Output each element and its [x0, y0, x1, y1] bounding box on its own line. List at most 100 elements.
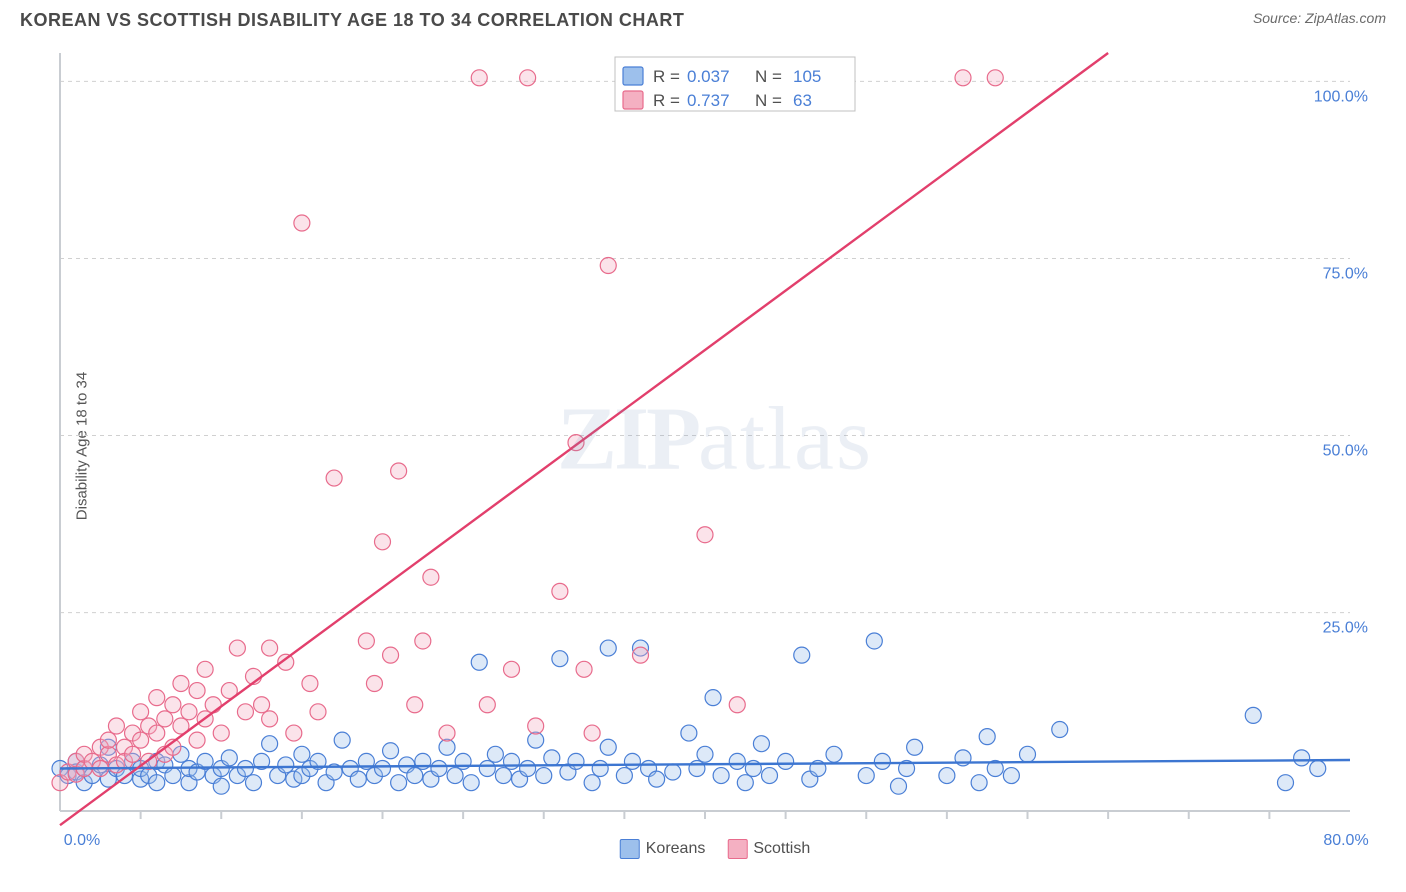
legend-r-value: 0.737	[687, 91, 730, 110]
data-point	[753, 736, 769, 752]
data-point	[213, 725, 229, 741]
legend-n-value: 63	[793, 91, 812, 110]
data-point	[939, 768, 955, 784]
data-point	[520, 70, 536, 86]
data-point	[415, 633, 431, 649]
y-tick-label: 50.0%	[1323, 443, 1368, 460]
data-point	[955, 70, 971, 86]
data-point	[576, 661, 592, 677]
data-point	[520, 760, 536, 776]
data-point	[665, 764, 681, 780]
data-point	[149, 690, 165, 706]
data-point	[568, 753, 584, 769]
data-point	[600, 739, 616, 755]
data-point	[1310, 760, 1326, 776]
y-tick-label: 75.0%	[1323, 265, 1368, 282]
data-point	[197, 661, 213, 677]
data-point	[133, 732, 149, 748]
data-point	[254, 697, 270, 713]
data-point	[713, 768, 729, 784]
data-point	[165, 768, 181, 784]
legend-n-value: 105	[793, 67, 821, 86]
legend-swatch	[623, 91, 643, 109]
data-point	[826, 746, 842, 762]
data-point	[407, 697, 423, 713]
legend-swatch	[727, 839, 747, 859]
data-point	[334, 732, 350, 748]
data-point	[165, 697, 181, 713]
data-point	[1052, 722, 1068, 738]
data-point	[310, 704, 326, 720]
data-point	[528, 718, 544, 734]
legend-n-label: N =	[755, 67, 782, 86]
data-point	[778, 753, 794, 769]
data-point	[584, 775, 600, 791]
data-point	[794, 647, 810, 663]
data-point	[858, 768, 874, 784]
legend-label: Scottish	[753, 840, 810, 857]
data-point	[504, 661, 520, 677]
legend-swatch	[620, 839, 640, 859]
data-point	[624, 753, 640, 769]
data-point	[407, 768, 423, 784]
legend-n-label: N =	[755, 91, 782, 110]
data-point	[479, 760, 495, 776]
data-point	[221, 750, 237, 766]
data-point	[1294, 750, 1310, 766]
bottom-legend: Koreans Scottish	[620, 839, 811, 859]
data-point	[600, 640, 616, 656]
data-point	[697, 746, 713, 762]
data-point	[447, 768, 463, 784]
data-point	[262, 640, 278, 656]
data-point	[375, 760, 391, 776]
data-point	[979, 729, 995, 745]
data-point	[479, 697, 495, 713]
data-point	[1278, 775, 1294, 791]
legend-swatch	[623, 67, 643, 85]
data-point	[504, 753, 520, 769]
data-point	[391, 775, 407, 791]
data-point	[189, 732, 205, 748]
data-point	[439, 725, 455, 741]
data-point	[552, 651, 568, 667]
data-point	[100, 732, 116, 748]
data-point	[495, 768, 511, 784]
data-point	[246, 775, 262, 791]
data-point	[987, 70, 1003, 86]
data-point	[891, 778, 907, 794]
data-point	[205, 697, 221, 713]
legend-r-label: R =	[653, 67, 680, 86]
data-point	[125, 746, 141, 762]
data-point	[705, 690, 721, 706]
data-point	[584, 725, 600, 741]
data-point	[681, 725, 697, 741]
data-point	[649, 771, 665, 787]
chart-title: KOREAN VS SCOTTISH DISABILITY AGE 18 TO …	[20, 10, 684, 31]
data-point	[149, 775, 165, 791]
legend-r-value: 0.037	[687, 67, 730, 86]
data-point	[762, 768, 778, 784]
data-point	[391, 463, 407, 479]
data-point	[737, 775, 753, 791]
y-tick-label: 100.0%	[1314, 88, 1368, 105]
data-point	[237, 704, 253, 720]
data-point	[552, 583, 568, 599]
data-point	[487, 746, 503, 762]
data-point	[366, 675, 382, 691]
data-point	[463, 775, 479, 791]
data-point	[431, 760, 447, 776]
data-point	[358, 633, 374, 649]
data-point	[1245, 707, 1261, 723]
data-point	[423, 569, 439, 585]
legend-label: Koreans	[646, 840, 706, 857]
plot-area: 25.0%50.0%75.0%100.0%0.0%80.0%R =0.037N …	[50, 45, 1380, 865]
data-point	[689, 760, 705, 776]
legend-r-label: R =	[653, 91, 680, 110]
data-point	[729, 697, 745, 713]
data-point	[729, 753, 745, 769]
trend-line	[60, 53, 1108, 825]
source-label: Source: ZipAtlas.com	[1253, 10, 1386, 26]
data-point	[544, 750, 560, 766]
data-point	[866, 633, 882, 649]
data-point	[971, 775, 987, 791]
